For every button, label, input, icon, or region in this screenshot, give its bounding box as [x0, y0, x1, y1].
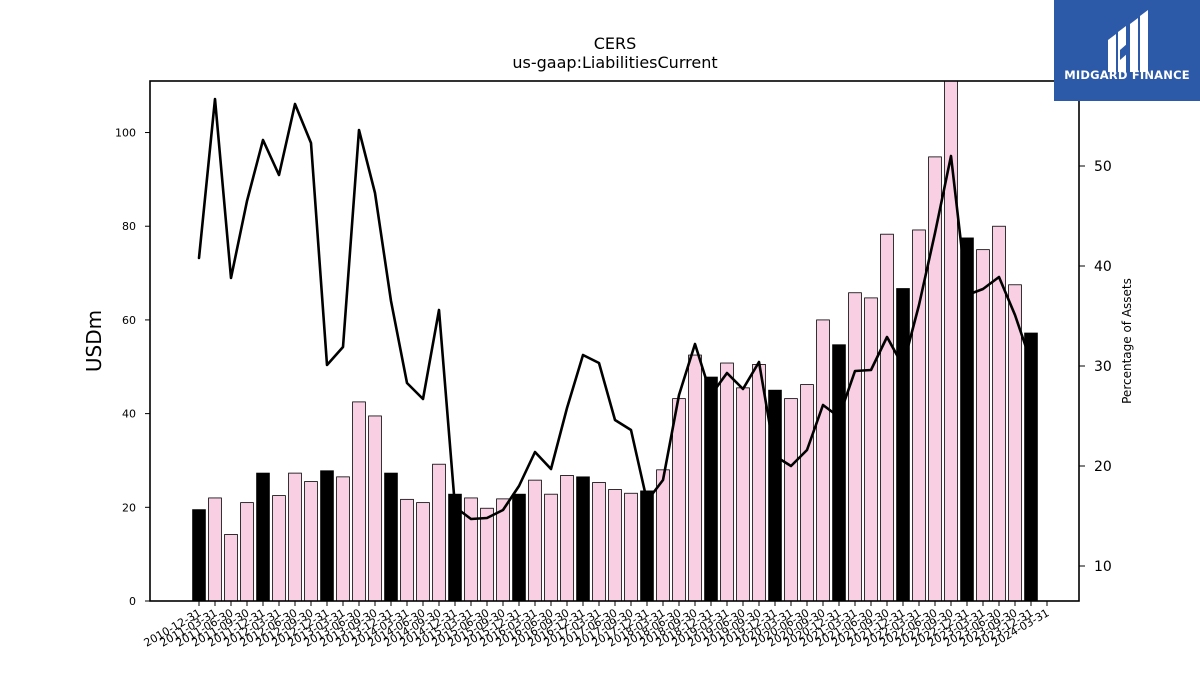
- bar: [432, 463, 446, 602]
- bar: [864, 297, 878, 602]
- bar: [880, 233, 894, 602]
- bar: [320, 470, 334, 602]
- left-y-tick-label: 100: [115, 127, 136, 140]
- series-line: [197, 97, 1033, 521]
- bar: [560, 475, 574, 602]
- left-y-tick-label: 60: [122, 314, 136, 327]
- right-y-tick-label: 20: [1094, 459, 1112, 475]
- bar: [288, 472, 302, 602]
- right-y-tick-label: 40: [1094, 259, 1112, 275]
- bar: [640, 490, 654, 602]
- bar: [336, 476, 350, 602]
- bar: [592, 482, 606, 602]
- right-y-axis: 10 20 30 40 50: [1079, 159, 1112, 575]
- bar: [416, 502, 430, 602]
- bar: [656, 469, 670, 602]
- bar: [1024, 332, 1038, 602]
- bar: [192, 509, 206, 602]
- bar: [464, 497, 478, 602]
- bar: [208, 497, 222, 602]
- right-y-tick-label: 30: [1094, 359, 1112, 375]
- bar: [784, 398, 798, 602]
- bar: [752, 364, 766, 602]
- bar: [528, 479, 542, 602]
- bar: [272, 495, 286, 602]
- bar: [688, 354, 702, 602]
- bar: [832, 344, 846, 602]
- bar: [896, 288, 910, 602]
- bar: [384, 472, 398, 602]
- bar: [928, 156, 942, 602]
- bar: [352, 401, 366, 602]
- logo-text: MIDGARD FINANCE: [1064, 68, 1190, 82]
- x-axis: 2010-12-312011-03-312011-06-302011-09-30…: [142, 601, 1052, 650]
- bar: [240, 502, 254, 602]
- bar: [224, 534, 238, 602]
- bar: [544, 493, 558, 602]
- line-layer: [197, 97, 1033, 521]
- bar: [512, 493, 526, 602]
- bar: [976, 249, 990, 602]
- logo-mark-icon: [1108, 10, 1148, 72]
- bar: [768, 389, 782, 602]
- bar: [800, 384, 814, 602]
- right-y-tick-label: 10: [1094, 559, 1112, 575]
- left-y-tick-label: 80: [122, 220, 136, 233]
- bar: [704, 376, 718, 602]
- left-y-tick-label: 0: [129, 595, 136, 608]
- right-axis-label: Percentage of Assets: [1120, 278, 1134, 404]
- bar: [1008, 284, 1022, 602]
- left-y-tick-label: 40: [122, 408, 136, 421]
- bar: [672, 398, 686, 602]
- chart-subtitle: us-gaap:LiabilitiesCurrent: [512, 53, 717, 72]
- brand-logo: MIDGARD FINANCE: [1054, 0, 1200, 101]
- bar: [256, 472, 270, 602]
- bar: [480, 507, 494, 602]
- bar: [608, 489, 622, 602]
- bar: [720, 362, 734, 602]
- bar: [576, 476, 590, 602]
- bar: [624, 492, 638, 602]
- bar: [816, 319, 830, 602]
- chart-title: CERS: [594, 34, 637, 53]
- right-y-tick-label: 50: [1094, 159, 1112, 175]
- bar: [848, 292, 862, 602]
- bar: [736, 387, 750, 602]
- left-axis-label: USDm: [82, 310, 106, 372]
- bar: [496, 498, 510, 602]
- bar: [368, 415, 382, 602]
- left-y-axis: 0 20 40 60 80 100: [115, 127, 150, 608]
- left-y-tick-label: 20: [122, 501, 136, 514]
- bar: [992, 225, 1006, 602]
- bar: [400, 498, 414, 602]
- bar: [304, 481, 318, 602]
